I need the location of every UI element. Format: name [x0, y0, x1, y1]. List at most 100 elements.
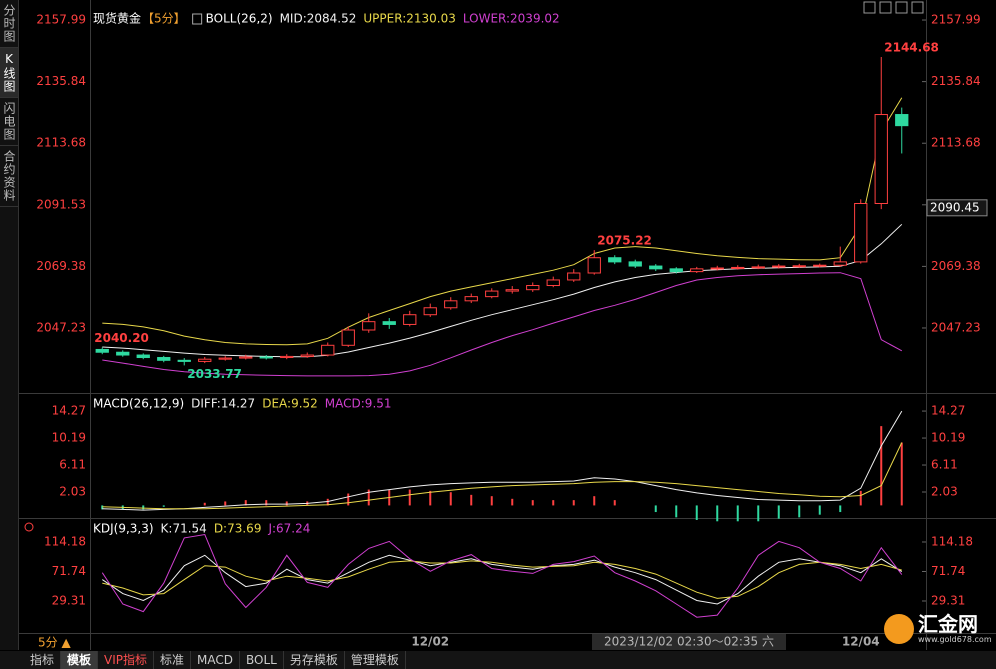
indicator-line: [102, 554, 903, 605]
candle-body: [157, 357, 171, 361]
legend-text: MID:2084.52: [280, 12, 357, 26]
indicator-line: [102, 560, 902, 599]
settings-icon[interactable]: [24, 522, 34, 532]
tab[interactable]: BOLL: [240, 651, 284, 669]
window-icons: [863, 1, 924, 14]
legend-text: K:71.54: [161, 522, 207, 536]
y-tick-label: 10.19: [52, 431, 86, 445]
tab[interactable]: VIP指标: [98, 651, 155, 669]
candle-body: [362, 321, 376, 331]
sidebar-tab[interactable]: 分时图: [0, 0, 18, 48]
sidebar-tab[interactable]: K线图: [0, 48, 18, 98]
tab[interactable]: MACD: [191, 651, 241, 669]
tabs: 指标 模板 VIP指标 标准 MACD BOLL 另存模板 管理模板: [24, 651, 406, 669]
candle-body: [710, 267, 724, 270]
cursor-label-box: [592, 634, 786, 650]
tab-bar: [0, 651, 996, 669]
last-price: 2090.45: [930, 200, 980, 214]
tab[interactable]: 管理模板: [345, 651, 406, 669]
legend-text: MACD:9.51: [325, 397, 392, 411]
candle-body: [136, 354, 150, 359]
candle-body: [300, 354, 314, 357]
y-tick-label-right: 2113.68: [931, 136, 981, 150]
candle-body: [669, 268, 683, 273]
sidebar: 分时图 K线图 闪电图 合约资料: [0, 0, 19, 650]
candle-body: [874, 114, 888, 205]
candle-body: [239, 356, 253, 359]
y-tick-label-right: 71.74: [931, 564, 965, 578]
legend-text: KDJ(9,3,3): [93, 522, 154, 536]
candle-body: [116, 351, 130, 356]
candle-body: [526, 285, 540, 291]
legend-text: DIFF:14.27: [191, 397, 255, 411]
icon[interactable]: [895, 1, 908, 14]
candle-body: [649, 265, 663, 270]
candle-body: [198, 358, 212, 362]
price-annotation: 2075.22: [597, 234, 652, 248]
logo-url: www.gold678.com: [918, 635, 992, 644]
candle-body: [731, 266, 745, 269]
candle-body: [628, 261, 642, 267]
candle-body: [423, 307, 437, 316]
y-tick-label: 2069.38: [36, 259, 86, 273]
legend-text: LOWER:2039.02: [463, 12, 560, 26]
indicator-icon: [192, 13, 203, 25]
candle-body: [813, 264, 827, 267]
price-annotation: 2033.77: [187, 367, 242, 381]
candle-body: [587, 257, 601, 274]
logo: 汇金网 www.gold678.com: [884, 608, 994, 650]
legend-text: J:67.24: [267, 522, 310, 536]
icon[interactable]: [879, 1, 892, 14]
candle-body: [895, 114, 909, 127]
x-tick-label: 12/04: [842, 635, 880, 649]
period-selector[interactable]: 5分 ▲: [38, 636, 71, 650]
candle-body: [341, 329, 355, 346]
sidebar-tab[interactable]: 闪电图: [0, 98, 18, 146]
tab[interactable]: 另存模板: [284, 651, 345, 669]
y-tick-label: 2157.99: [36, 13, 86, 27]
candle-body: [505, 289, 519, 292]
logo-name: 汇金网: [918, 612, 978, 636]
legend-text: MACD(26,12,9): [93, 397, 184, 411]
candle-body: [854, 203, 868, 263]
y-tick-label: 114.18: [44, 534, 86, 548]
price-annotation: 2040.20: [94, 331, 149, 345]
icon[interactable]: [911, 1, 924, 14]
y-tick-label: 14.27: [52, 404, 86, 418]
candle-body: [464, 296, 478, 302]
logo-icon: [884, 614, 914, 644]
x-tick-label: 12/02: [411, 635, 449, 649]
y-tick-label-right: 2135.84: [931, 74, 981, 88]
y-tick-label: 2113.68: [36, 136, 86, 150]
indicator-line: [102, 442, 903, 510]
icon[interactable]: [863, 1, 876, 14]
candle-body: [177, 359, 191, 362]
indicator-line: [102, 272, 903, 377]
tab[interactable]: 指标: [24, 651, 62, 669]
sidebar-tab[interactable]: 合约资料: [0, 146, 18, 207]
indicator-line: [102, 223, 903, 358]
candle-body: [792, 265, 806, 268]
candle-body: [95, 348, 109, 353]
candle-body: [485, 290, 499, 298]
candle-body: [444, 300, 458, 309]
tab[interactable]: 标准: [154, 651, 192, 669]
y-tick-label-right: 2.03: [931, 485, 958, 499]
legend-text: DEA:9.52: [262, 397, 318, 411]
y-tick-label-right: 2047.23: [931, 320, 981, 334]
tab[interactable]: 模板: [61, 651, 99, 669]
y-tick-label-right: 2157.99: [931, 13, 981, 27]
last-price-box: [926, 199, 988, 217]
y-tick-label-right: 14.27: [931, 404, 965, 418]
legend-text: UPPER:2130.03: [363, 12, 455, 26]
candle-body: [772, 265, 786, 268]
legend-text: 现货黄金: [93, 11, 141, 26]
y-tick-label: 2047.23: [36, 320, 86, 334]
y-tick-label: 29.31: [52, 593, 86, 607]
indicator-line: [101, 533, 903, 618]
candle-body: [690, 268, 704, 273]
y-tick-label: 2.03: [59, 485, 86, 499]
cursor-label: 2023/12/02 02:30～02:35 六: [604, 635, 774, 649]
